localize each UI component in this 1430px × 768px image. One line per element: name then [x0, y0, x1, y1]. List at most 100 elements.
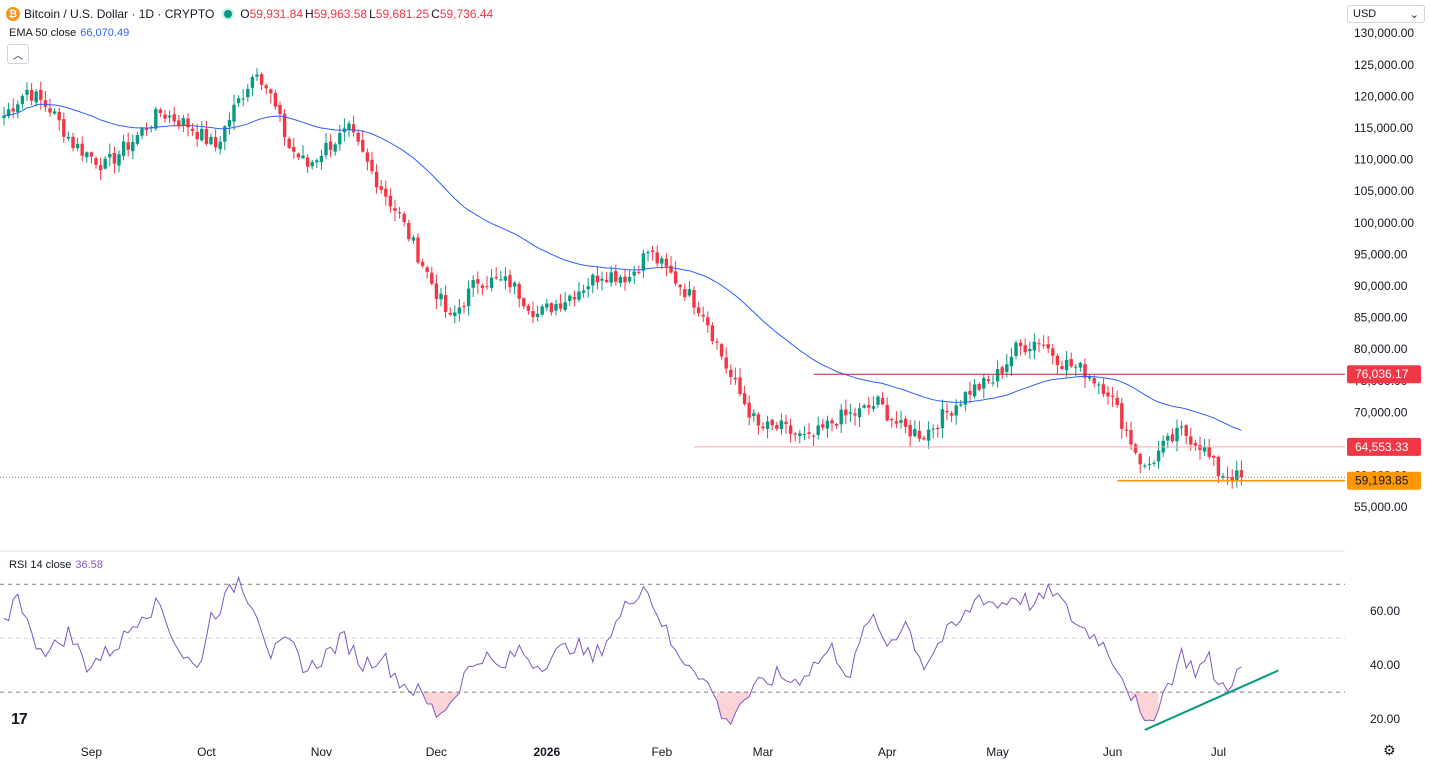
candle-body	[246, 88, 250, 98]
price-axis-tick: 120,000.00	[1354, 89, 1414, 103]
candle-body	[434, 283, 439, 300]
candle-body	[1009, 356, 1014, 367]
candle-body	[890, 418, 894, 421]
candle-body	[784, 421, 788, 424]
candle-body	[310, 162, 314, 167]
rsi-oversold-fill	[422, 692, 460, 718]
candle-body	[1221, 476, 1225, 478]
candle-body	[669, 265, 673, 273]
tradingview-logo-icon: 17	[11, 711, 28, 728]
time-axis-tick: Jun	[1103, 745, 1122, 759]
ohlc-value-h: 59,963.58	[313, 7, 368, 21]
candle-body	[1152, 462, 1156, 464]
price-axis-tick: 115,000.00	[1354, 121, 1413, 135]
candle-body	[121, 141, 126, 156]
ohlc-key-h: H	[305, 7, 314, 21]
candle-body	[595, 275, 600, 283]
candle-body	[982, 377, 986, 389]
candle-body	[798, 433, 802, 436]
candle-body	[494, 276, 498, 279]
rsi-value: 36.58	[75, 559, 103, 571]
candle-body	[701, 314, 705, 317]
candle-body	[443, 295, 448, 312]
candle-body	[848, 412, 853, 414]
candle-body	[1101, 384, 1106, 395]
candle-body	[715, 341, 719, 343]
candle-body	[241, 98, 245, 100]
candle-body	[568, 295, 572, 302]
ema-legend[interactable]: EMA 50 close 66,070.49	[9, 27, 129, 39]
symbol-title[interactable]: Bitcoin / U.S. Dollar · 1D · CRYPTO	[24, 7, 215, 21]
price-axis-tick: 125,000.00	[1354, 58, 1414, 72]
candle-body	[34, 91, 38, 103]
candle-body	[926, 429, 931, 441]
price-axis-tick: 90,000.00	[1354, 279, 1408, 293]
candle-body	[112, 153, 117, 164]
candle-body	[1060, 366, 1064, 370]
candle-body	[696, 307, 701, 314]
rsi-trendline	[1144, 669, 1279, 731]
chevron-up-icon: ︿	[13, 50, 23, 62]
candle-body	[558, 303, 563, 309]
candle-body	[351, 124, 356, 133]
candle-body	[163, 114, 167, 119]
candle-body	[144, 128, 149, 130]
rsi-oversold-fill	[1131, 692, 1159, 721]
ema-label: EMA 50 close	[9, 27, 77, 39]
candle-body	[11, 108, 15, 112]
level-label-bg	[1347, 471, 1421, 490]
candle-body	[825, 420, 830, 429]
candle-body	[480, 285, 485, 288]
ema-value: 66,070.49	[80, 27, 130, 39]
candle-body	[1000, 367, 1004, 374]
candle-body	[959, 404, 963, 406]
candle-body	[1129, 429, 1133, 445]
candle-body	[1018, 342, 1023, 347]
candle-body	[356, 132, 360, 142]
candle-body	[457, 307, 462, 314]
candle-body	[305, 157, 310, 167]
candle-body	[894, 421, 899, 424]
candle-body	[991, 382, 995, 384]
candle-body	[236, 98, 241, 104]
rsi-label: RSI 14 close	[9, 559, 72, 571]
candle-body	[278, 104, 282, 115]
rsi-legend[interactable]: RSI 14 close 36.58	[9, 559, 103, 571]
candle-body	[1202, 447, 1207, 452]
candle-body	[885, 404, 889, 421]
candle-body	[756, 414, 761, 426]
candle-body	[499, 279, 503, 281]
candle-body	[1170, 434, 1175, 442]
price-axis-tick: 110,000.00	[1354, 153, 1413, 167]
price-axis-tick: 95,000.00	[1354, 247, 1408, 261]
time-axis-tick: May	[986, 745, 1009, 759]
price-axis-tick: 70,000.00	[1354, 405, 1408, 419]
candle-body	[384, 188, 388, 197]
collapse-legend-button[interactable]: ︿	[7, 44, 29, 64]
candle-body	[862, 405, 866, 408]
candle-body	[581, 290, 586, 293]
candle-body	[181, 118, 186, 126]
market-status-icon	[224, 10, 233, 18]
candle-body	[131, 141, 135, 152]
candle-body	[719, 344, 724, 357]
candle-body	[853, 413, 857, 416]
candle-body	[1193, 443, 1198, 446]
candle-body	[1087, 376, 1092, 379]
candle-body	[922, 437, 926, 440]
candle-body	[361, 140, 365, 152]
price-axis-tick: 85,000.00	[1354, 311, 1408, 325]
ohlc-value-l: 59,681.25	[375, 7, 430, 21]
time-axis-tick: 2026	[533, 745, 560, 759]
currency-select[interactable]: USD ⌄	[1347, 5, 1425, 23]
price-axis-tick: 55,000.00	[1354, 500, 1408, 514]
candle-body	[1156, 450, 1161, 462]
gear-icon[interactable]: ⚙	[1383, 742, 1396, 758]
candle-body	[209, 136, 213, 145]
candle-body	[867, 405, 871, 408]
candle-body	[508, 275, 512, 288]
candle-body	[135, 135, 140, 144]
candle-body	[770, 419, 774, 426]
candle-body	[747, 402, 751, 418]
